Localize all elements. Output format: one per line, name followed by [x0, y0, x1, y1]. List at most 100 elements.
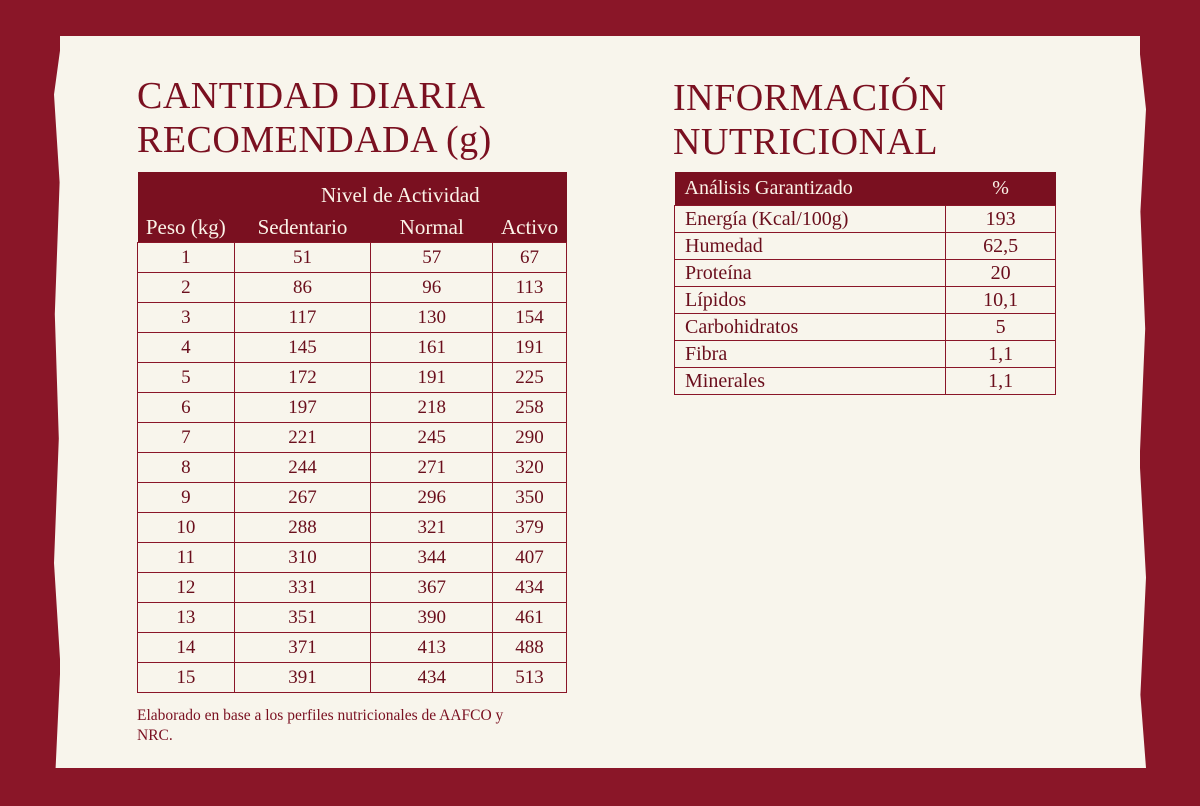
sedentary-cell: 244	[233, 452, 372, 483]
normal-cell: 390	[370, 602, 494, 633]
normal-cell: 413	[370, 632, 494, 663]
table-row: Humedad 62,5	[673, 232, 1056, 260]
activity-level-header: Nivel de Actividad	[234, 172, 567, 212]
table-row: 6 197 218 258	[137, 392, 567, 423]
table-row: 10 288 321 379	[137, 512, 567, 543]
normal-cell: 321	[370, 512, 494, 543]
weight-cell: 1	[137, 242, 235, 273]
active-cell: 67	[492, 242, 567, 273]
nutrition-table: Análisis Garantizado % Energía (Kcal/100…	[673, 172, 1056, 395]
sedentary-cell: 172	[233, 362, 372, 393]
active-cell: 350	[492, 482, 567, 513]
table-row: Fibra 1,1	[673, 340, 1056, 368]
table-row: Carbohidratos 5	[673, 313, 1056, 341]
active-cell: 225	[492, 362, 567, 393]
table-row: Energía (Kcal/100g) 193	[673, 205, 1056, 233]
active-cell: 513	[492, 662, 567, 693]
col-active-header: Activo	[492, 212, 567, 243]
col-sedentary-header: Sedentario	[234, 212, 371, 243]
table-row: 15 391 434 513	[137, 662, 567, 693]
table-row: 8 244 271 320	[137, 452, 567, 483]
table-row: 3 117 130 154	[137, 302, 567, 333]
normal-cell: 367	[370, 572, 494, 603]
ration-title-line2: RECOMENDADA (g)	[137, 119, 492, 161]
weight-cell: 6	[137, 392, 235, 423]
ration-title: CANTIDAD DIARIA RECOMENDADA (g)	[137, 74, 492, 162]
nutrient-label: Lípidos	[673, 286, 947, 314]
percent-header: %	[945, 172, 1056, 206]
col-normal-header: Normal	[370, 212, 493, 243]
active-cell: 290	[492, 422, 567, 453]
footnote: Elaborado en base a los perfiles nutrici…	[137, 707, 504, 744]
table-row: 13 351 390 461	[137, 602, 567, 633]
weight-cell: 5	[137, 362, 235, 393]
normal-cell: 161	[370, 332, 494, 363]
ration-table: Nivel de Actividad Peso (kg) Sedentario …	[137, 172, 567, 693]
table-row: 14 371 413 488	[137, 632, 567, 663]
sedentary-cell: 51	[233, 242, 372, 273]
nutrient-value: 5	[945, 313, 1056, 341]
weight-cell: 2	[137, 272, 235, 303]
nutrient-value: 20	[945, 259, 1056, 287]
nutrient-label: Energía (Kcal/100g)	[673, 205, 947, 233]
table-row: 7 221 245 290	[137, 422, 567, 453]
active-cell: 113	[492, 272, 567, 303]
weight-cell: 10	[137, 512, 235, 543]
normal-cell: 57	[370, 242, 494, 273]
table-row: 1 51 57 67	[137, 242, 567, 273]
nutrition-title-line1: INFORMACIÓN	[673, 77, 947, 119]
active-cell: 320	[492, 452, 567, 483]
normal-cell: 191	[370, 362, 494, 393]
nutrition-table-body: Energía (Kcal/100g) 193 Humedad 62,5 Proteín…	[673, 205, 1056, 395]
table-row: Minerales 1,1	[673, 367, 1056, 395]
sedentary-cell: 197	[233, 392, 372, 423]
normal-cell: 218	[370, 392, 494, 423]
sedentary-cell: 221	[233, 422, 372, 453]
normal-cell: 296	[370, 482, 494, 513]
sedentary-cell: 351	[233, 602, 372, 633]
sedentary-cell: 331	[233, 572, 372, 603]
weight-cell: 3	[137, 302, 235, 333]
analysis-header: Análisis Garantizado	[674, 172, 946, 206]
sedentary-cell: 86	[233, 272, 372, 303]
nutrient-value: 1,1	[945, 367, 1056, 395]
ration-table-body: 1 51 57 67 2 86 96 113 3 117 130 154 4 145 161 191 5 172 1…	[137, 242, 567, 693]
sedentary-cell: 310	[233, 542, 372, 573]
weight-cell: 12	[137, 572, 235, 603]
nutrition-title-line2: NUTRICIONAL	[673, 121, 939, 163]
table-row: 2 86 96 113	[137, 272, 567, 303]
sedentary-cell: 371	[233, 632, 372, 663]
table-row: 12 331 367 434	[137, 572, 567, 603]
table-row: Lípidos 10,1	[673, 286, 1056, 314]
table-row: 11 310 344 407	[137, 542, 567, 573]
nutrient-label: Proteína	[673, 259, 947, 287]
nutrient-label: Humedad	[673, 232, 947, 260]
weight-cell: 8	[137, 452, 235, 483]
sedentary-cell: 391	[233, 662, 372, 693]
col-weight-header: Peso (kg)	[137, 212, 235, 243]
weight-cell: 11	[137, 542, 235, 573]
weight-cell: 15	[137, 662, 235, 693]
active-cell: 154	[492, 302, 567, 333]
normal-cell: 245	[370, 422, 494, 453]
table-row: Proteína 20	[673, 259, 1056, 287]
nutrient-value: 62,5	[945, 232, 1056, 260]
sedentary-cell: 117	[233, 302, 372, 333]
active-cell: 488	[492, 632, 567, 663]
nutrient-label: Minerales	[673, 367, 947, 395]
sedentary-cell: 288	[233, 512, 372, 543]
active-cell: 191	[492, 332, 567, 363]
weight-cell: 7	[137, 422, 235, 453]
table-row: 4 145 161 191	[137, 332, 567, 363]
active-cell: 434	[492, 572, 567, 603]
weight-cell: 4	[137, 332, 235, 363]
normal-cell: 271	[370, 452, 494, 483]
ration-header-spacer	[137, 172, 235, 212]
weight-cell: 13	[137, 602, 235, 633]
nutrient-value: 193	[945, 205, 1056, 233]
active-cell: 258	[492, 392, 567, 423]
nutrition-title: INFORMACIÓN NUTRICIONAL	[673, 76, 947, 164]
weight-cell: 14	[137, 632, 235, 663]
table-row: 9 267 296 350	[137, 482, 567, 513]
normal-cell: 96	[370, 272, 494, 303]
